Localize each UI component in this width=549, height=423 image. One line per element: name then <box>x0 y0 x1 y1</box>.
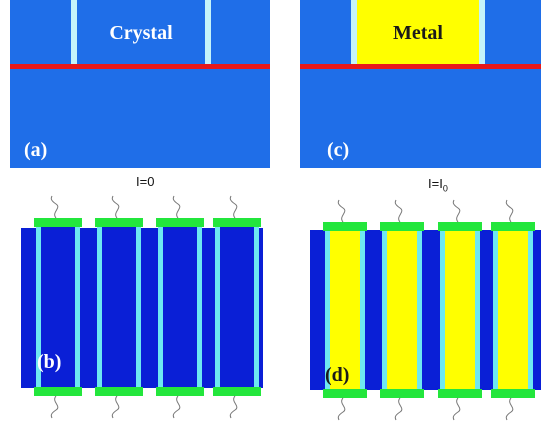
panel-b-top-contact-1 <box>34 218 82 227</box>
panel-b-bottom-wire-1 <box>50 395 59 419</box>
panel-b-top-contact-4 <box>213 218 261 227</box>
panel-b-top-wire-1 <box>50 195 59 219</box>
crystal-block <box>71 0 207 64</box>
panel-b-bottom-contact-4 <box>213 387 261 396</box>
panel-label-d: (d) <box>325 364 350 386</box>
panel-b-strip-4-right-edge <box>254 224 259 392</box>
panel-b-top-wire-2 <box>111 195 120 219</box>
panel-d-strip-4 <box>493 226 533 394</box>
current-label-b: I=0 <box>136 174 154 192</box>
panel-d-top-wire-4 <box>505 199 514 223</box>
panel-d-strip-2-left-edge <box>382 226 387 394</box>
panel-b-strip-3 <box>158 224 202 392</box>
metal-label: Metal <box>393 22 443 44</box>
crystal-right-edge <box>205 0 211 64</box>
panel-d-top-contact-3 <box>438 222 482 231</box>
panel-b-bottom-wire-3 <box>172 395 181 419</box>
panel-b-bottom-wire-4 <box>229 395 238 419</box>
panel-d-top-wire-1 <box>337 199 346 223</box>
panel-d-top-wire-3 <box>452 199 461 223</box>
panel-b-strip-3-left-edge <box>158 224 163 392</box>
metal-left-edge <box>351 0 357 64</box>
crystal-label: Crystal <box>109 22 173 44</box>
panel-a: Crystal (a) <box>10 0 270 168</box>
panel-d-bottom-contact-4 <box>491 389 535 398</box>
panel-b-bottom-contact-2 <box>95 387 143 396</box>
panel-d-strip-4-right-edge <box>528 226 533 394</box>
panel-d-strip-1-left-edge <box>325 226 330 394</box>
panel-b-top-contact-3 <box>156 218 204 227</box>
panel-b-bottom-wire-2 <box>111 395 120 419</box>
current-label-d-text: I=I <box>428 176 443 191</box>
panel-label-b: (b) <box>37 351 62 373</box>
panel-b-top-contact-2 <box>95 218 143 227</box>
panel-d-bottom-contact-1 <box>323 389 367 398</box>
panel-d-strip-1-right-edge <box>360 226 365 394</box>
panel-d-strip-4-left-edge <box>493 226 498 394</box>
panel-b-strip-2-right-edge <box>136 224 141 392</box>
panel-d-strip-3 <box>440 226 480 394</box>
panel-d-strip-1 <box>325 226 365 394</box>
panel-label-a: (a) <box>24 139 48 161</box>
metal-block <box>357 0 479 64</box>
panel-d-bottom-contact-2 <box>380 389 424 398</box>
interface-line-a <box>10 64 270 69</box>
panel-c: Metal (c) <box>300 0 541 168</box>
panel-d-bottom-wire-1 <box>337 397 346 421</box>
current-label-d: I=I0 <box>428 176 448 194</box>
panel-d-top-wire-2 <box>394 199 403 223</box>
panel-d-bottom-contact-3 <box>438 389 482 398</box>
metal-right-edge <box>479 0 485 64</box>
panel-d-strip-2-right-edge <box>417 226 422 394</box>
panel-b-strip-2-left-edge <box>97 224 102 392</box>
panel-d-strip-2 <box>382 226 422 394</box>
current-label-b-text: I=0 <box>136 174 155 189</box>
panel-b-bottom-contact-1 <box>34 387 82 396</box>
panel-b-strip-1-left-edge <box>36 224 41 392</box>
panel-b-strip-3-right-edge <box>197 224 202 392</box>
panel-b-strip-1 <box>36 224 80 392</box>
panel-b-top-wire-3 <box>172 195 181 219</box>
panel-d-top-contact-4 <box>491 222 535 231</box>
interface-line-c <box>300 64 541 69</box>
panel-b-strip-4-left-edge <box>215 224 220 392</box>
panel-d-top-contact-1 <box>323 222 367 231</box>
panel-b-strip-2 <box>97 224 141 392</box>
panel-b-strip-4 <box>215 224 259 392</box>
current-label-d-sub: 0 <box>442 183 448 194</box>
panel-d-top-contact-2 <box>380 222 424 231</box>
panel-b-top-wire-4 <box>229 195 238 219</box>
crystal-left-edge <box>71 0 77 64</box>
panel-b-strip-1-right-edge <box>75 224 80 392</box>
panel-d-bottom-wire-4 <box>505 397 514 421</box>
panel-b-bottom-contact-3 <box>156 387 204 396</box>
panel-d-bottom-wire-3 <box>452 397 461 421</box>
panel-d-bottom-wire-2 <box>394 397 403 421</box>
panel-d-strip-3-right-edge <box>475 226 480 394</box>
panel-label-c: (c) <box>327 139 350 161</box>
panel-d-strip-3-left-edge <box>440 226 445 394</box>
